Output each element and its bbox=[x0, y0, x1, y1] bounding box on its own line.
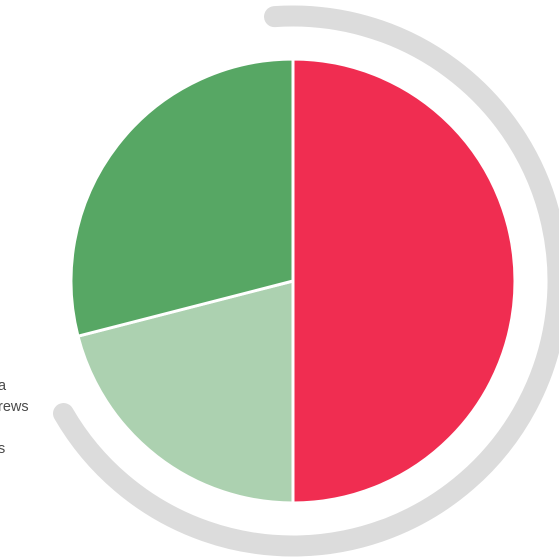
outer-progress-ring bbox=[53, 5, 559, 557]
legend-text-line-2: rews bbox=[0, 399, 29, 415]
pie-slice-1 bbox=[291, 57, 517, 505]
pie-slice-2 bbox=[76, 279, 295, 505]
pie-slices bbox=[69, 57, 517, 505]
legend-text-line-1: a bbox=[0, 378, 7, 394]
pie-slice-3 bbox=[69, 57, 295, 338]
legend-text-line-3: s bbox=[0, 441, 6, 457]
legend: a rews s bbox=[0, 376, 29, 460]
